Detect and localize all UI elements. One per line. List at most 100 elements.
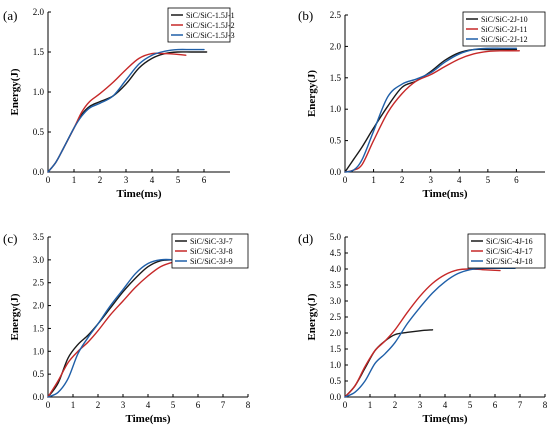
series-line-3 [47,48,205,173]
x-tick-label: 1 [72,175,77,185]
y-axis-title: Energy(J) [306,70,318,117]
series-line-1 [344,329,434,398]
y-tick-label: 0.5 [33,369,45,379]
x-tick-label: 0 [343,175,348,185]
x-tick-label: 4 [150,175,155,185]
y-tick-label: 1.5 [330,73,342,83]
y-tick-label: 1.0 [330,104,342,114]
x-axis-title: Time(ms) [422,188,467,200]
x-tick-label: 8 [543,400,548,410]
series-line-2 [47,258,224,398]
panel-4: (d) 0 1 2 3 4 5 6 7 8 0.0 0.5 1.0 1.5 2.0 2.5 3.0 3.5 4.0 4… [298,231,548,425]
x-tick-label: 0 [343,400,348,410]
x-tick-label: 5 [486,175,491,185]
y-tick-label: 1.5 [33,47,45,57]
x-tick-label: 2 [393,400,398,410]
y-tick-label: 0.5 [330,136,342,146]
x-tick-label: 5 [468,400,473,410]
legend-label: SiC/SiC-3J-8 [190,247,233,256]
legend-label: SiC/SiC-4J-18 [486,257,533,266]
panel-1: (a) 0 1 2 3 4 5 6 0.0 0.5 1.0 1.5 2.0 Time(ms) Energy(… [3,7,235,200]
series-line-3 [344,47,518,173]
legend-label: SiC/SiC-1.5J-2 [186,21,235,30]
y-tick-label: 1.5 [33,323,45,333]
legend-label: SiC/SiC-1.5J-3 [186,31,235,40]
x-tick-label: 1 [71,400,76,410]
x-tick-label: 6 [493,400,498,410]
legend-label: SiC/SiC-2J-12 [481,35,528,44]
series-line-1 [344,48,518,173]
series-line-2 [47,52,187,173]
x-tick-label: 0 [46,175,51,185]
y-tick-label: 0.0 [33,392,45,402]
series-line-2 [344,268,501,398]
y-tick-label: 3.5 [33,232,45,242]
x-tick-label: 4 [443,400,448,410]
legend-label: SiC/SiC-4J-16 [486,237,533,246]
legend-label: SiC/SiC-3J-9 [190,257,233,266]
y-axis-title: Energy(J) [306,293,318,340]
y-tick-label: 2.5 [330,312,342,322]
y-axis-title: Energy(J) [9,68,21,115]
y-axis-title: Energy(J) [9,293,21,340]
series-line-3 [344,267,516,398]
x-tick-label: 5 [176,175,181,185]
x-tick-label: 8 [246,400,251,410]
y-tick-label: 0.5 [33,127,45,137]
y-tick-label: 1.5 [330,344,342,354]
x-tick-label: 6 [514,175,519,185]
y-tick-label: 1.0 [33,346,45,356]
x-axis-title: Time(ms) [125,413,170,425]
legend-box [467,233,546,269]
panel-label: (d) [298,231,313,246]
x-tick-label: 3 [428,175,433,185]
y-tick-label: 0.0 [330,167,342,177]
y-tick-label: 0.5 [330,376,342,386]
x-tick-label: 0 [46,400,51,410]
x-tick-label: 6 [196,400,201,410]
x-tick-label: 3 [121,400,126,410]
legend-label: SiC/SiC-2J-10 [481,15,528,24]
y-tick-label: 2.5 [33,278,45,288]
series-line-1 [47,259,219,398]
x-tick-label: 1 [371,175,376,185]
x-axis-title: Time(ms) [422,413,467,425]
y-tick-label: 0.0 [330,392,342,402]
x-tick-label: 4 [457,175,462,185]
x-tick-label: 5 [171,400,176,410]
y-tick-label: 2.0 [330,328,342,338]
series-line-3 [47,258,199,398]
y-tick-label: 4.5 [330,248,342,258]
x-tick-label: 2 [400,175,405,185]
y-tick-label: 2.0 [330,41,342,51]
y-tick-label: 2.0 [33,7,45,17]
y-tick-label: 3.0 [330,296,342,306]
legend-label: SiC/SiC-1.5J-1 [186,11,235,20]
y-tick-label: 0.0 [33,167,45,177]
panel-3: (c) 0 1 2 3 4 5 6 7 8 0.0 0.5 1.0 1.5 2.0 2.5 3.0 3.5 Time… [3,231,251,425]
panel-label: (c) [3,231,17,246]
y-tick-label: 1.0 [33,87,45,97]
y-tick-label: 4.0 [330,264,342,274]
x-tick-label: 7 [221,400,226,410]
y-tick-label: 1.0 [330,360,342,370]
panel-2: (b) 0 1 2 3 4 5 6 0.0 0.5 1.0 1.5 2.0 2.5 Time(ms) Ener… [298,8,546,200]
x-tick-label: 2 [96,400,101,410]
y-tick-label: 2.5 [330,10,342,20]
x-tick-label: 2 [98,175,103,185]
x-tick-label: 3 [418,400,423,410]
x-tick-label: 7 [518,400,523,410]
legend-label: SiC/SiC-2J-11 [481,25,527,34]
y-tick-label: 5.0 [330,232,342,242]
panel-label: (b) [298,8,313,23]
x-axis-title: Time(ms) [116,188,161,200]
series-line-1 [47,51,208,173]
legend-label: SiC/SiC-4J-17 [486,247,533,256]
legend-label: SiC/SiC-3J-7 [190,237,233,246]
panel-label: (a) [3,8,17,23]
x-tick-label: 4 [146,400,151,410]
x-tick-label: 6 [202,175,207,185]
y-tick-label: 3.5 [330,280,342,290]
x-tick-label: 3 [124,175,129,185]
